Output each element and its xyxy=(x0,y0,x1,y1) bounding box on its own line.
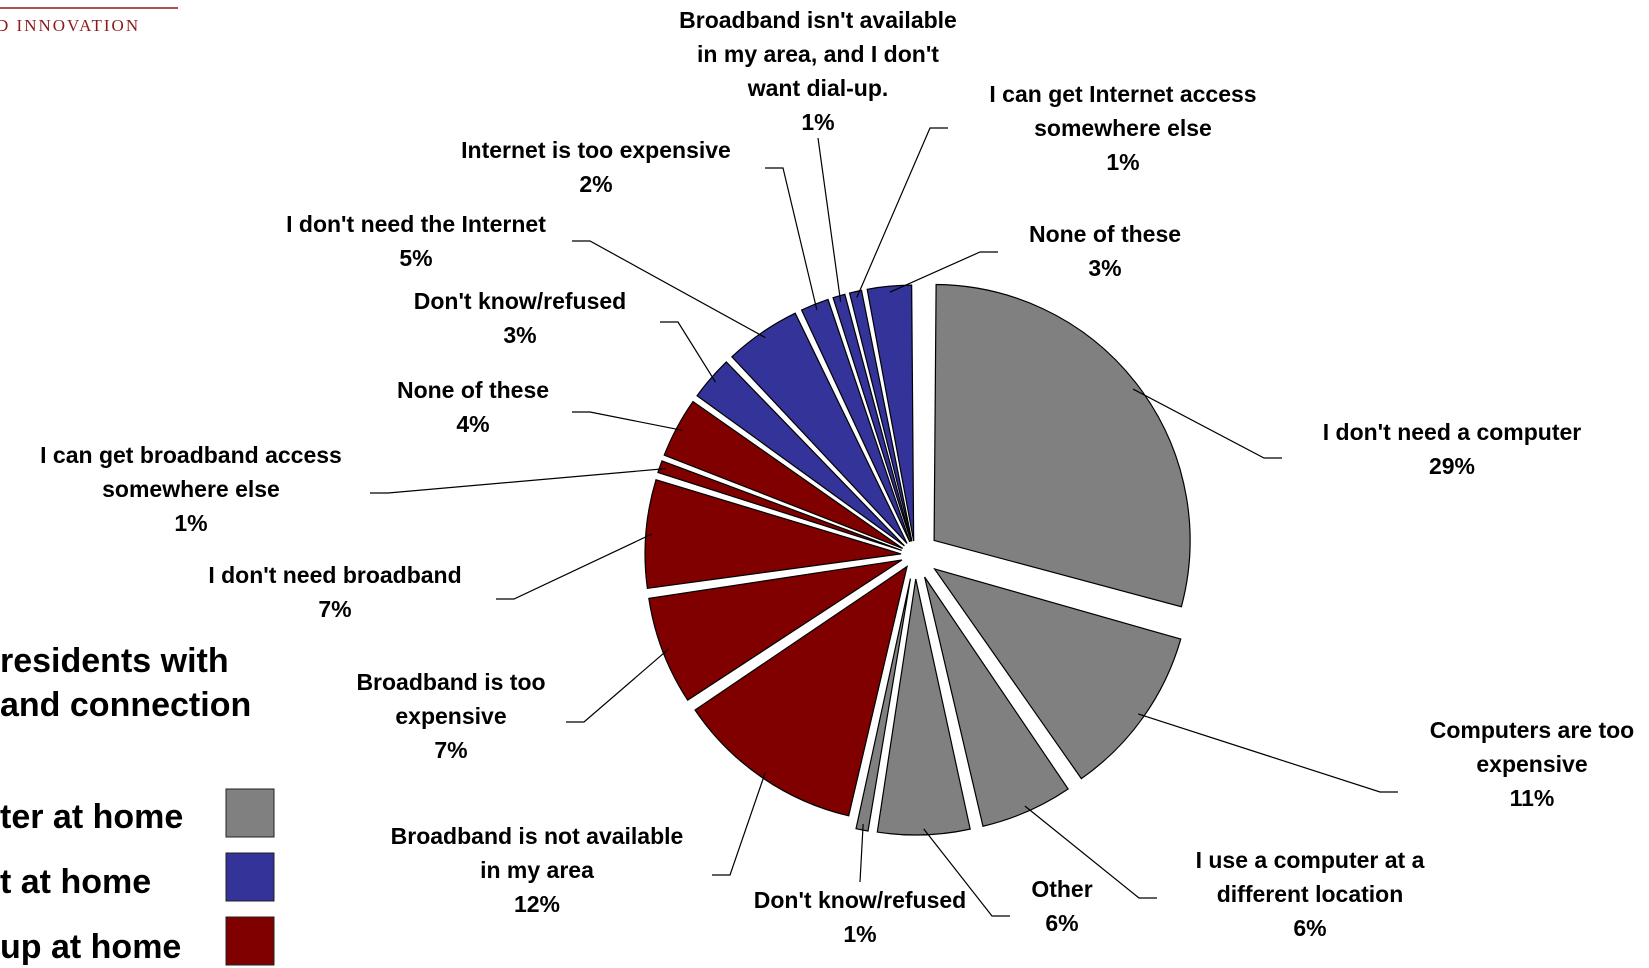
slice-label-11-line-0: I don't need the Internet xyxy=(286,211,546,237)
slice-label-13-line-2: want dial-up. xyxy=(747,75,889,101)
leader-line-15 xyxy=(889,251,998,293)
slice-label-2-line-1: different location xyxy=(1217,881,1404,907)
pie-slice-11 xyxy=(731,312,908,544)
pie-slice-10 xyxy=(696,361,905,547)
leader-line-3 xyxy=(923,828,1010,917)
leader-line-12 xyxy=(765,167,818,311)
pie-slice-6 xyxy=(648,559,903,701)
legend-swatch-computer xyxy=(225,788,275,838)
slice-label-7-line-0: I don't need broadband xyxy=(208,562,461,588)
slice-label-8-line-0: I can get broadband access xyxy=(40,442,342,468)
slice-value-label-11: 5% xyxy=(399,245,432,271)
leader-line-10 xyxy=(660,321,716,383)
slice-value-label-6: 7% xyxy=(434,737,467,763)
slice-label-10-line-0: Don't know/refused xyxy=(414,288,626,314)
pie-slice-3 xyxy=(876,578,971,836)
pie-slice-5 xyxy=(694,565,908,817)
slice-label-0-line-0: I don't need a computer xyxy=(1323,419,1582,445)
slice-label-3-line-0: Other xyxy=(1031,876,1092,902)
slice-label-5-line-1: in my area xyxy=(480,857,594,883)
leader-line-11 xyxy=(572,240,766,339)
leader-lines xyxy=(370,127,1398,917)
pie-slice-14 xyxy=(848,289,913,542)
slice-label-6-line-0: Broadband is too xyxy=(356,669,545,695)
slice-value-label-13: 1% xyxy=(801,109,834,135)
slice-value-label-14: 1% xyxy=(1106,149,1139,175)
leader-line-4 xyxy=(859,824,864,883)
leader-line-2 xyxy=(1024,805,1157,899)
slice-label-4-line-0: Don't know/refused xyxy=(754,887,966,913)
slice-label-12-line-0: Internet is too expensive xyxy=(461,137,731,163)
slice-label-1-line-1: expensive xyxy=(1476,751,1587,777)
slice-value-label-8: 1% xyxy=(174,510,207,536)
slice-label-15-line-0: None of these xyxy=(1029,221,1181,247)
legend-label-internet: t at home xyxy=(0,863,151,901)
legend-label-dialup: up at home xyxy=(0,928,181,966)
leader-line-5 xyxy=(712,772,766,876)
slice-label-14-line-0: I can get Internet access xyxy=(989,81,1256,107)
slice-label-9-line-0: None of these xyxy=(397,377,549,403)
slice-label-13-line-1: in my area, and I don't xyxy=(697,41,939,67)
pie-slice-0 xyxy=(933,283,1191,608)
leader-line-6 xyxy=(566,648,669,723)
pie-slice-2 xyxy=(924,576,1069,827)
pie-slice-7 xyxy=(644,479,902,590)
legend-title-line-1: residents with xyxy=(0,642,229,680)
pie-slices xyxy=(644,283,1191,836)
slice-label-6-line-1: expensive xyxy=(395,703,506,729)
slice-value-label-9: 4% xyxy=(456,411,489,437)
legend-swatch-internet xyxy=(225,852,275,902)
slice-value-label-2: 6% xyxy=(1293,915,1326,941)
legend-swatch-dialup xyxy=(225,916,275,966)
leader-line-7 xyxy=(496,533,653,600)
slice-label-2-line-0: I use a computer at a xyxy=(1196,847,1425,873)
legend: residents with and connection ter at hom… xyxy=(0,642,275,966)
leader-line-8 xyxy=(370,468,666,494)
slice-value-label-5: 12% xyxy=(514,891,560,917)
leader-line-1 xyxy=(1138,713,1398,793)
slice-label-13-line-0: Broadband isn't available xyxy=(679,7,957,33)
pie-slice-15 xyxy=(866,284,915,542)
slice-value-label-7: 7% xyxy=(318,596,351,622)
slice-labels: I don't need a computer 29% Computers are … xyxy=(40,7,1634,947)
slice-value-label-1: 11% xyxy=(1510,785,1555,811)
legend-title-line-2: and connection xyxy=(0,686,251,724)
slice-value-label-10: 3% xyxy=(503,322,536,348)
pie-slice-12 xyxy=(800,298,911,543)
slice-value-label-0: 29% xyxy=(1429,453,1475,479)
slice-value-label-15: 3% xyxy=(1088,255,1121,281)
slice-value-label-3: 6% xyxy=(1045,910,1078,936)
slice-label-14-line-1: somewhere else xyxy=(1034,115,1212,141)
pie-slice-13 xyxy=(832,293,912,542)
leader-line-13 xyxy=(817,137,842,302)
slice-label-5-line-0: Broadband is not available xyxy=(391,823,684,849)
pie-slice-8 xyxy=(657,460,902,551)
slice-label-1-line-0: Computers are too xyxy=(1430,717,1634,743)
pie-slice-4 xyxy=(855,578,912,832)
leader-line-14 xyxy=(856,127,948,298)
leader-line-0 xyxy=(1132,388,1282,459)
legend-label-computer: ter at home xyxy=(0,798,183,836)
slice-value-label-12: 2% xyxy=(579,171,612,197)
slice-label-8-line-1: somewhere else xyxy=(102,476,280,502)
slice-value-label-4: 1% xyxy=(843,921,876,947)
leader-line-9 xyxy=(572,411,683,431)
logo-text: D INNOVATION xyxy=(0,16,140,35)
pie-slice-1 xyxy=(933,567,1182,780)
pie-slice-9 xyxy=(663,400,904,549)
